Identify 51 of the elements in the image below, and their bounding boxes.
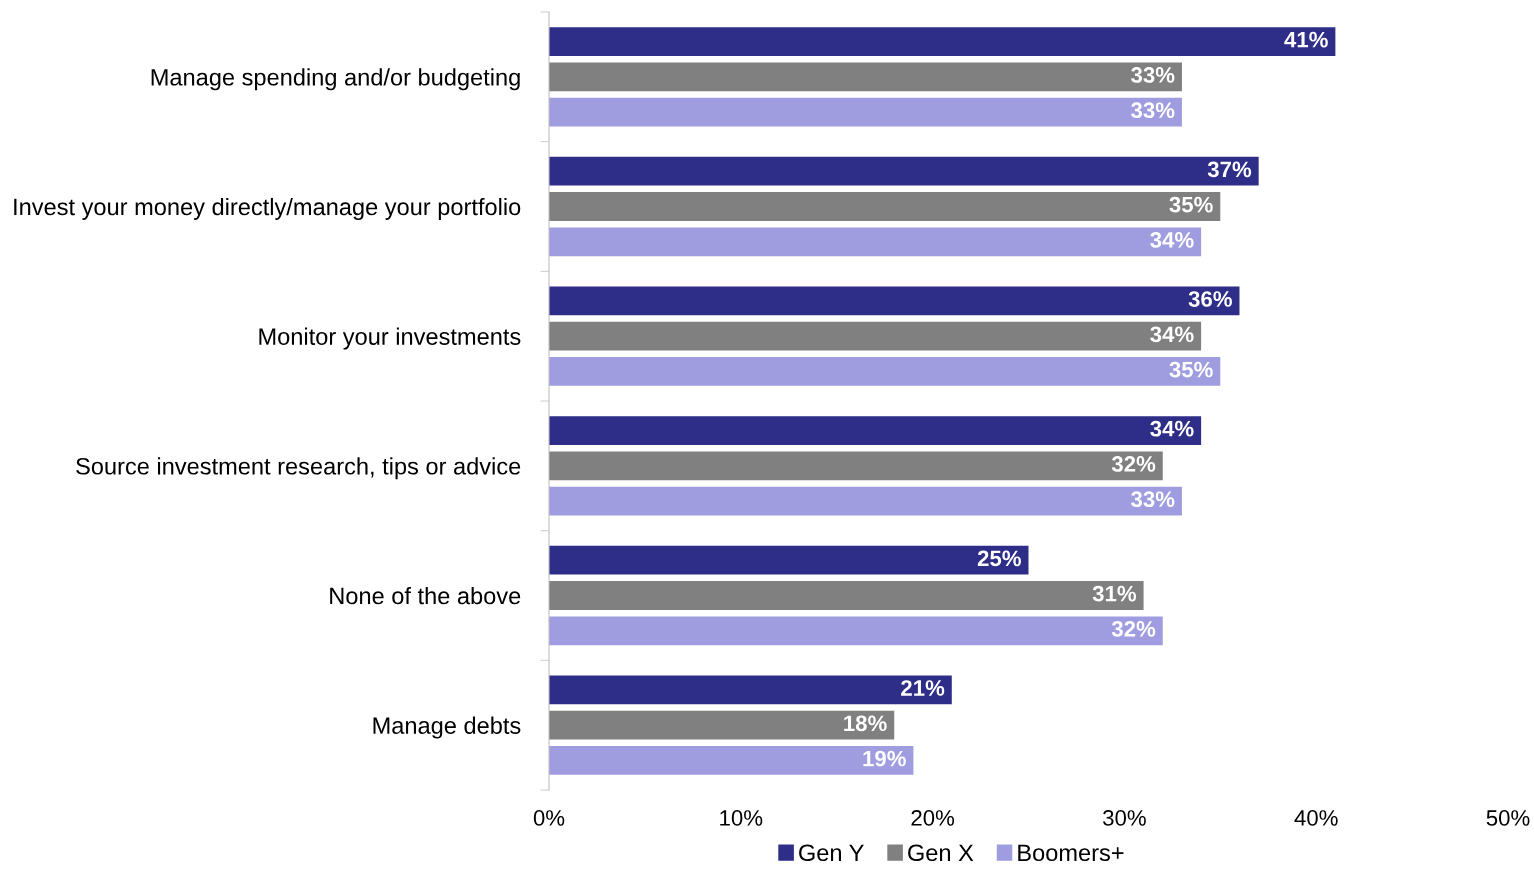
x-tick-label: 10% [720, 810, 763, 826]
bar [549, 357, 1221, 386]
data-label: 35% [1169, 361, 1213, 378]
bar [549, 62, 1182, 92]
bar [549, 27, 1336, 56]
y-tick-label: None of the above [330, 586, 521, 605]
bar [549, 416, 1202, 445]
y-tick-label: Manage debts [373, 716, 521, 739]
bar [549, 581, 1144, 610]
y-tick-label: Invest your money directly/manage your portfolio [14, 197, 521, 220]
data-label: 34% [1150, 326, 1194, 343]
data-label: 21% [901, 680, 945, 696]
data-label: 18% [844, 715, 887, 732]
data-label: 25% [977, 550, 1021, 567]
data-label: 35% [1169, 196, 1213, 213]
x-tick-label: 40% [1294, 810, 1338, 826]
data-label: 19% [863, 750, 906, 767]
data-label: 33% [1131, 67, 1175, 83]
bar [549, 451, 1163, 481]
data-label: 41% [1284, 31, 1328, 48]
bar [549, 746, 914, 775]
x-tick-label: 50% [1486, 810, 1530, 826]
legend-label: Gen Y [799, 844, 864, 862]
data-label: 32% [1111, 456, 1156, 472]
bar [549, 616, 1163, 646]
x-tick-label: 20% [911, 810, 955, 826]
bar [549, 192, 1221, 221]
data-label: 32% [1111, 621, 1156, 637]
bar [549, 227, 1202, 257]
legend-label: Boomers+ [1018, 844, 1124, 862]
data-label: 37% [1207, 161, 1252, 178]
data-label: 36% [1188, 291, 1232, 307]
bar [549, 486, 1182, 516]
bar [549, 286, 1240, 316]
y-tick-label: Source investment research, tips or advice [76, 457, 521, 480]
bar [549, 321, 1202, 351]
bar [549, 545, 1029, 575]
bar [549, 675, 952, 705]
y-tick-label: Manage spending and/or budgeting [151, 68, 520, 91]
legend-label: Gen X [908, 844, 974, 862]
x-tick-label: 30% [1103, 810, 1146, 826]
data-label: 31% [1092, 585, 1137, 602]
x-tick-label: 0% [533, 810, 565, 826]
data-label: 33% [1131, 491, 1175, 508]
data-label: 34% [1150, 420, 1194, 437]
bar [549, 97, 1182, 127]
data-label: 34% [1150, 232, 1194, 248]
bar [549, 710, 895, 740]
data-label: 33% [1131, 102, 1175, 119]
y-tick-label: Monitor your investments [259, 327, 521, 350]
bar [549, 156, 1259, 186]
